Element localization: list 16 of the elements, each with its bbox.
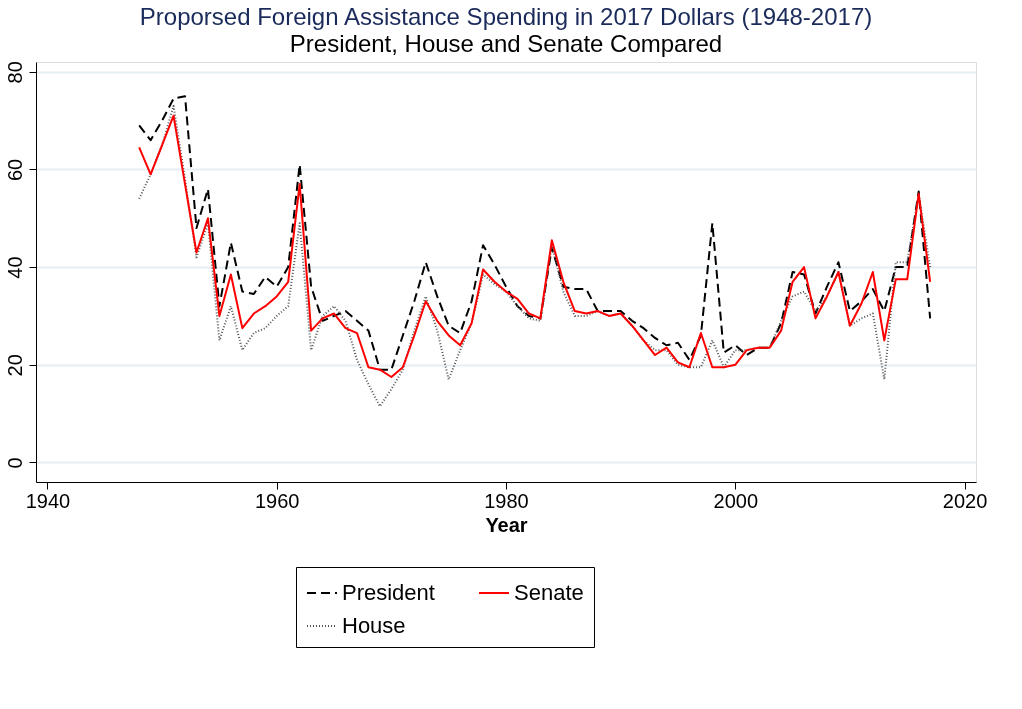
y-tick-label: 60: [3, 158, 26, 182]
legend-label: Senate: [514, 580, 584, 605]
y-tick-label: 80: [3, 61, 26, 84]
chart-subtitle: President, House and Senate Compared: [289, 29, 723, 57]
x-tick-label: 1980: [484, 489, 529, 512]
x-tick-label: 1940: [25, 489, 71, 512]
chart-title: Proporsed Foreign Assistance Spending in 2017 Dollars (1948-2017): [139, 2, 873, 30]
x-axis-title: Year: [485, 513, 528, 536]
y-tick-label: 40: [3, 256, 26, 279]
legend-label: President: [342, 580, 435, 605]
y-tick-label: 0: [3, 457, 26, 469]
legend-label: House: [342, 613, 406, 638]
x-tick-label: 2020: [942, 489, 988, 512]
y-tick-label: 20: [3, 354, 26, 377]
x-tick-label: 1960: [254, 489, 300, 512]
x-tick-label: 2000: [713, 489, 759, 512]
